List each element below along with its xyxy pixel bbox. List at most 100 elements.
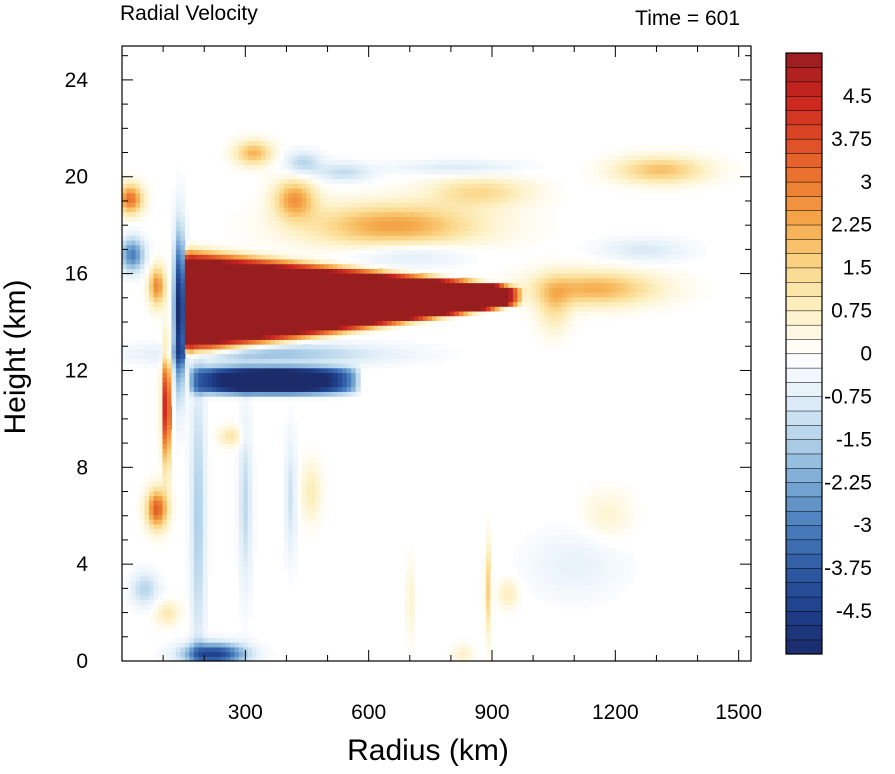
heatmap-cell — [427, 258, 433, 265]
heatmap-cell — [135, 235, 141, 241]
heatmap-cell — [571, 325, 577, 331]
heatmap-cell — [611, 306, 617, 312]
heatmap-cell — [130, 566, 137, 572]
heatmap-cell — [319, 452, 325, 459]
heatmap-cell — [396, 216, 402, 222]
heatmap-cell — [130, 575, 137, 582]
heatmap-cell — [171, 244, 177, 251]
heatmap-cell — [211, 637, 217, 643]
heatmap-cell — [144, 187, 150, 194]
heatmap-cell — [310, 239, 316, 246]
heatmap-cell — [247, 197, 253, 203]
heatmap-cell — [252, 542, 258, 549]
heatmap-cell — [243, 547, 249, 553]
heatmap-cell — [391, 325, 397, 331]
heatmap-cell — [198, 481, 204, 487]
heatmap-cell — [139, 585, 146, 591]
heatmap-cell — [553, 296, 559, 303]
heatmap-cell — [252, 552, 258, 558]
heatmap-cell — [310, 197, 316, 203]
heatmap-cell — [517, 542, 523, 549]
heatmap-cell — [405, 362, 415, 369]
heatmap-cell — [238, 646, 244, 653]
heatmap-cell — [634, 173, 640, 180]
heatmap-cell — [157, 353, 164, 359]
heatmap-cell — [503, 221, 509, 227]
heatmap-cell — [234, 225, 240, 232]
heatmap-cell — [418, 254, 424, 260]
heatmap-cell — [616, 566, 622, 572]
heatmap-cell — [458, 183, 465, 189]
heatmap-cell — [423, 230, 429, 236]
heatmap-cell — [530, 590, 536, 596]
heatmap-cell — [508, 585, 514, 591]
heatmap-cell — [503, 277, 509, 284]
heatmap-cell — [553, 533, 559, 539]
heatmap-cell — [387, 216, 393, 222]
heatmap-cell — [166, 608, 173, 615]
heatmap-cell — [207, 386, 213, 392]
heatmap-cell — [292, 571, 298, 577]
heatmap-cell — [602, 239, 608, 246]
heatmap-cell — [306, 362, 312, 369]
heatmap-cell — [306, 443, 312, 449]
heatmap-cell — [130, 192, 137, 198]
heatmap-cell — [342, 263, 348, 269]
heatmap-cell — [647, 244, 653, 251]
heatmap-cell — [207, 651, 213, 657]
heatmap-cell — [135, 594, 141, 601]
heatmap-cell — [530, 268, 536, 274]
heatmap-cell — [355, 358, 361, 364]
heatmap-cell — [575, 282, 581, 288]
heatmap-cell — [499, 183, 505, 189]
heatmap-cell — [279, 334, 285, 340]
heatmap-cell — [315, 254, 321, 260]
heatmap-cell — [139, 566, 150, 572]
heatmap-cell — [544, 183, 550, 189]
heatmap-cell — [373, 211, 379, 217]
heatmap-cell — [202, 642, 208, 648]
heatmap-cell — [692, 292, 698, 298]
heatmap-cell — [355, 192, 361, 198]
heatmap-cell — [557, 282, 563, 288]
heatmap-cell — [620, 249, 626, 255]
heatmap-cell — [593, 509, 599, 515]
heatmap-cell — [247, 391, 253, 397]
heatmap-cell — [328, 239, 334, 246]
heatmap-cell — [378, 249, 384, 255]
heatmap-cell — [580, 173, 586, 180]
heatmap-cell — [665, 273, 671, 279]
heatmap-cell — [562, 571, 568, 577]
heatmap-cell — [234, 462, 240, 468]
heatmap-cell — [207, 353, 213, 359]
heatmap-cell — [153, 258, 159, 265]
heatmap-cell — [440, 277, 447, 284]
heatmap-cell — [184, 485, 190, 492]
heatmap-cell — [211, 348, 217, 355]
heatmap-cell — [602, 490, 613, 497]
heatmap-cell — [202, 585, 208, 591]
heatmap-cell — [180, 358, 186, 364]
heatmap-cell — [148, 202, 155, 208]
heatmap-cell — [535, 571, 541, 577]
heatmap-cell — [184, 334, 262, 340]
heatmap-cell — [122, 216, 128, 222]
heatmap-cell — [728, 169, 734, 175]
heatmap-cell — [485, 519, 492, 525]
heatmap-cell — [243, 561, 249, 567]
heatmap-cell — [243, 585, 249, 591]
heatmap-cell — [449, 221, 456, 227]
heatmap-cell — [216, 344, 222, 350]
heatmap-cell — [616, 239, 622, 246]
heatmap-cell — [202, 556, 208, 563]
heatmap-cell — [580, 514, 586, 520]
heatmap-cell — [202, 637, 208, 643]
heatmap-cell — [184, 339, 217, 345]
heatmap-cell — [193, 249, 199, 255]
heatmap-cell — [216, 353, 222, 359]
heatmap-cell — [557, 315, 563, 321]
heatmap-cell — [584, 310, 590, 317]
heatmap-cell — [454, 211, 460, 217]
heatmap-cell — [207, 542, 213, 549]
heatmap-cell — [270, 183, 276, 189]
